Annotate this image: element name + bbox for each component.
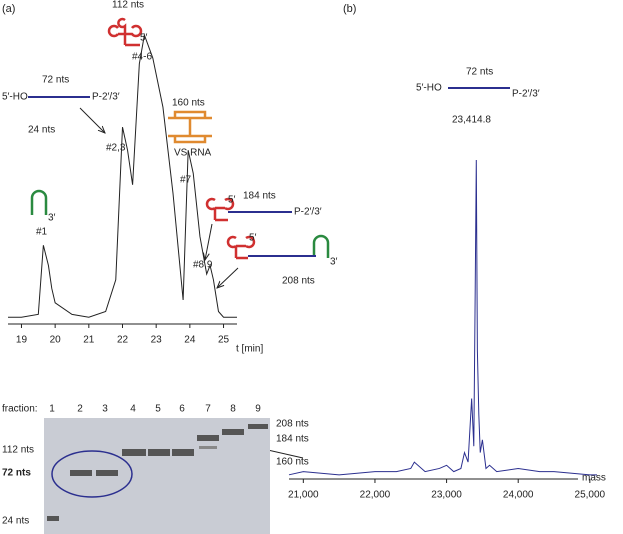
lane-label: 8 — [230, 404, 236, 415]
x-tick-label: 24,000 — [503, 490, 534, 501]
x-tick-label: 22,000 — [360, 490, 391, 501]
annotation: #2,3 — [106, 143, 126, 154]
x-tick-label: 20 — [50, 335, 62, 346]
annotation: 160 nts — [172, 98, 205, 109]
lane-label: 2 — [77, 404, 83, 415]
annotation: 5′ — [249, 233, 257, 244]
annotation: 72 nts — [466, 67, 493, 78]
lane-label: 4 — [130, 404, 136, 415]
annotation: 72 nts — [42, 75, 69, 86]
lane-label: 7 — [205, 404, 211, 415]
x-tick-label: 22 — [117, 335, 129, 346]
x-tick-label: 23,000 — [431, 490, 462, 501]
annotation: 5′-HO — [2, 92, 28, 103]
annotation: 5′ — [228, 195, 236, 206]
lane-label: 3 — [102, 404, 108, 415]
lane-label: 6 — [179, 404, 185, 415]
annotation: P-2′/3′ — [512, 89, 540, 100]
x-tick-label: 25 — [218, 335, 230, 346]
annotation: 5′-HO — [416, 83, 442, 94]
annotation: 208 nts — [282, 276, 315, 287]
lane-label: 9 — [255, 404, 261, 415]
panel-label: (b) — [343, 3, 356, 15]
annotation: #8,9 — [193, 260, 213, 271]
annotation: 5′ — [140, 33, 148, 44]
x-tick-label: 21,000 — [288, 490, 319, 501]
gel-bands — [47, 424, 268, 521]
annotation: 184 nts — [243, 191, 276, 202]
annotation: #4-6 — [132, 52, 152, 63]
x-axis-label: t [min] — [236, 344, 263, 355]
size-label: 72 nts — [2, 468, 31, 479]
highlight — [51, 450, 133, 498]
x-tick-label: 19 — [16, 335, 28, 346]
size-label: 112 nts — [2, 445, 34, 456]
annotation: 23,414.8 — [452, 115, 491, 126]
size-label: 160 nts — [276, 457, 309, 468]
x-tick-label: 21 — [83, 335, 95, 346]
rna-icons — [30, 17, 330, 260]
x-tick-label: 24 — [184, 335, 196, 346]
size-label: 208 nts — [276, 419, 309, 430]
lane-label: 1 — [49, 404, 55, 415]
annotation: P-2′/3′ — [92, 92, 120, 103]
rna-strands — [28, 87, 510, 257]
annotation: 112 nts — [112, 0, 144, 11]
arrows — [79, 107, 304, 459]
gel-label: fraction: — [2, 404, 38, 415]
trace — [8, 33, 237, 318]
annotation: 3′ — [48, 213, 56, 224]
annotation: #7 — [180, 175, 192, 186]
size-label: 184 nts — [276, 434, 309, 445]
lane-label: 5 — [155, 404, 161, 415]
annotation: VS RNA — [174, 148, 212, 159]
x-axis-label: mass — [582, 473, 606, 484]
x-tick-label: 23 — [151, 335, 163, 346]
size-label: 24 nts — [2, 516, 29, 527]
annotation: 24 nts — [28, 125, 55, 136]
x-tick-label: 25,000 — [575, 490, 606, 501]
annotation: 3′ — [330, 257, 338, 268]
annotation: P-2′/3′ — [294, 207, 322, 218]
trace — [288, 159, 597, 476]
panel-label: (a) — [2, 3, 15, 15]
annotation: #1 — [36, 227, 48, 238]
